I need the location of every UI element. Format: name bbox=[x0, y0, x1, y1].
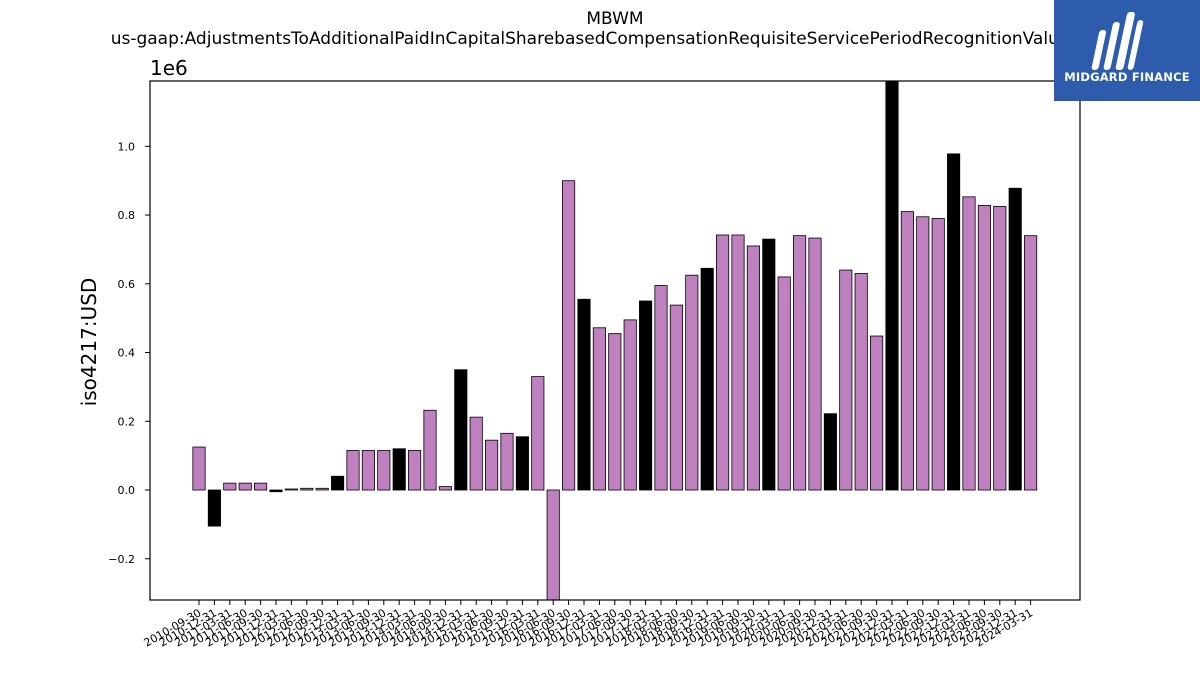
bar-2017-03-31 bbox=[592, 327, 606, 491]
bar-2018-03-31 bbox=[654, 285, 668, 491]
bar-2018-06-30 bbox=[669, 304, 683, 491]
bar-2021-06-30 bbox=[854, 273, 868, 491]
bar-2019-12-31 bbox=[762, 238, 776, 491]
bar-2018-12-31 bbox=[700, 267, 714, 491]
scale-label: 1e6 bbox=[150, 56, 188, 80]
bar-2012-12-31 bbox=[331, 475, 345, 491]
bar-2020-09-30 bbox=[808, 237, 822, 491]
bar-2019-03-31 bbox=[716, 234, 730, 491]
bar-2012-03-31 bbox=[284, 488, 298, 491]
bar-2022-03-31 bbox=[900, 211, 914, 491]
midgard-logo-icon bbox=[1091, 12, 1144, 70]
chart-subtitle: us-gaap:AdjustmentsToAdditionalPaidInCap… bbox=[110, 29, 1070, 49]
bar-2012-06-30 bbox=[300, 487, 314, 491]
y-tick-label: 0.2 bbox=[118, 415, 136, 428]
bar-2011-06-30 bbox=[238, 482, 252, 491]
brand-logo: MIDGARD FINANCE bbox=[1054, 0, 1200, 101]
bar-2010-09-30 bbox=[192, 446, 206, 491]
bar-2015-03-31 bbox=[469, 416, 483, 491]
bar-2011-12-31 bbox=[269, 489, 283, 493]
bar-2022-09-30 bbox=[931, 218, 945, 491]
bar-2022-12-31 bbox=[947, 153, 961, 491]
bar-2021-12-31 bbox=[885, 80, 899, 491]
bar-2017-06-30 bbox=[608, 333, 622, 491]
bar-2015-12-31 bbox=[515, 436, 529, 491]
chart-title: MBWM bbox=[586, 9, 644, 29]
bar-2020-12-31 bbox=[823, 413, 837, 491]
bar-2012-09-30 bbox=[315, 487, 329, 491]
bar-2020-03-31 bbox=[777, 276, 791, 491]
bar-2020-06-30 bbox=[793, 235, 807, 491]
bar-2011-03-31 bbox=[223, 482, 237, 491]
bar-2023-06-30 bbox=[977, 205, 991, 491]
y-tick-label: 0.6 bbox=[118, 278, 136, 291]
bar-2017-12-31 bbox=[639, 300, 653, 491]
bar-2013-03-31 bbox=[346, 450, 360, 491]
y-axis: −0.2 0.0 0.2 0.4 0.6 0.8 1.0 bbox=[108, 140, 150, 566]
bar-2013-12-31 bbox=[392, 448, 406, 491]
logo-text: MIDGARD FINANCE bbox=[1064, 70, 1190, 84]
bar-2023-12-31 bbox=[1008, 187, 1022, 491]
bar-2015-09-30 bbox=[500, 432, 514, 491]
plot-frame bbox=[149, 80, 1081, 601]
bar-2021-09-30 bbox=[870, 335, 884, 491]
y-tick-label: 0.0 bbox=[118, 484, 136, 497]
bar-2016-06-30 bbox=[546, 489, 560, 601]
y-tick-label: 0.8 bbox=[118, 209, 136, 222]
y-tick-label: 1.0 bbox=[118, 140, 136, 153]
bar-2019-06-30 bbox=[731, 234, 745, 491]
bar-2014-03-31 bbox=[408, 450, 422, 491]
bars-group bbox=[192, 80, 1038, 601]
bar-2010-12-31 bbox=[207, 489, 221, 527]
bar-2016-03-31 bbox=[531, 376, 545, 491]
bar-2019-09-30 bbox=[746, 245, 760, 491]
y-tick-label: −0.2 bbox=[108, 553, 135, 566]
bar-2023-03-31 bbox=[962, 196, 976, 491]
bar-2021-03-31 bbox=[839, 269, 853, 491]
bar-2013-09-30 bbox=[377, 450, 391, 491]
bar-2022-06-30 bbox=[916, 216, 930, 491]
x-axis: 2010-09-302010-12-312011-03-312011-06-30… bbox=[142, 600, 1035, 650]
bar-2023-09-30 bbox=[993, 206, 1007, 491]
bar-2014-09-30 bbox=[438, 486, 452, 491]
bar-2013-06-30 bbox=[361, 450, 375, 491]
bar-2018-09-30 bbox=[685, 274, 699, 491]
bar-2016-12-31 bbox=[577, 298, 591, 491]
y-axis-label: iso4217:USD bbox=[77, 278, 101, 407]
bar-2014-12-31 bbox=[454, 369, 468, 491]
y-tick-label: 0.4 bbox=[118, 347, 136, 360]
bar-2017-09-30 bbox=[623, 319, 637, 491]
bar-2016-09-30 bbox=[562, 180, 576, 491]
bar-2014-06-30 bbox=[423, 409, 437, 491]
bar-2024-03-31 bbox=[1024, 235, 1038, 491]
bar-2011-09-30 bbox=[254, 482, 268, 491]
bar-2015-06-30 bbox=[485, 439, 499, 491]
